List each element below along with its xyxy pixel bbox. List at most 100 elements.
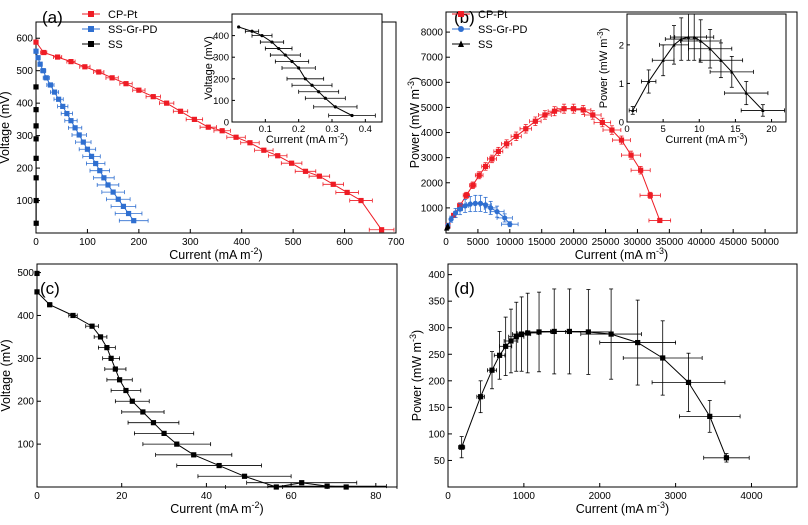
- panel-d-xtick-label: 1000: [513, 491, 536, 502]
- panel-b-point: [599, 119, 605, 126]
- panel-a-point: [56, 96, 62, 102]
- panel-b-point: [502, 215, 508, 221]
- panel-b-inset-point: [708, 46, 712, 51]
- panel-c-point: [140, 409, 146, 415]
- panel-b-point: [445, 222, 451, 229]
- panel-b-inset-xtick-label: 15: [730, 124, 741, 135]
- panel-a-point: [80, 139, 86, 145]
- panel-a-point: [68, 59, 74, 65]
- panel-a-ytick-label: 500: [16, 66, 33, 77]
- panel-c-xtick-label: 80: [370, 491, 382, 502]
- panel-b-inset-point: [631, 108, 635, 113]
- panel-b-inset-xtick-label: 0: [624, 124, 629, 135]
- panel-b-xtick-label: 35000: [655, 237, 683, 248]
- panel-b-point: [482, 163, 489, 170]
- legend-entry-SS-Gr-PD: SS-Gr-PD: [108, 24, 158, 36]
- panel-a-ytick-label: 600: [16, 34, 33, 45]
- panel-b-inset-point: [647, 79, 651, 84]
- panel-a-inset-ylabel: Voltage (mV): [203, 36, 215, 100]
- panel-a-point: [275, 153, 281, 159]
- panel-a-point: [358, 197, 364, 204]
- panel-a-point: [105, 182, 111, 188]
- panel-c-point: [89, 323, 95, 329]
- panel-a-ytick-label: 300: [16, 131, 33, 142]
- panel-a-inset-point: [270, 40, 274, 44]
- panel-a-point: [33, 220, 39, 226]
- panel-b-inset-series-SS: [628, 13, 785, 117]
- panel-c-point: [161, 430, 167, 436]
- panel-a-series-CP-Pt: [33, 39, 395, 233]
- panel-a-point: [33, 197, 39, 204]
- panel-b-xtick-label: 50000: [751, 237, 779, 248]
- panel-a-xtick-label: 500: [285, 237, 302, 248]
- panel-a-point: [84, 146, 91, 152]
- panel-a-xtick-label: 200: [131, 237, 148, 248]
- panel-a-point: [120, 203, 127, 209]
- panel-a-point: [219, 128, 225, 134]
- panel-a-point: [33, 107, 39, 113]
- panel-a-point: [96, 69, 102, 75]
- panel-b-point: [571, 106, 577, 112]
- panel-b-inset-point: [744, 90, 748, 95]
- panel-a-inset-point: [297, 66, 301, 70]
- panel-b-ytick-label: 6000: [421, 78, 444, 89]
- panel-a-inset-ytick-label: 300: [213, 53, 229, 64]
- panel-d-ytick-label: 350: [428, 297, 445, 308]
- panel-a-ytick-label: 400: [16, 99, 33, 110]
- panel-d-point: [707, 413, 713, 419]
- panel-a-point: [33, 48, 39, 54]
- panel-a-point: [68, 118, 74, 124]
- panel-a-inset-xtick-label: 0.1: [259, 124, 272, 135]
- panel-a-inset-series-SS: [237, 25, 376, 118]
- panel-c-point: [343, 484, 349, 490]
- panel-b-ytick-label: 1000: [421, 203, 444, 214]
- panel-c-point: [70, 312, 76, 319]
- panel-c-point: [324, 483, 330, 489]
- panel-d-frame: [447, 263, 798, 488]
- panel-a-point: [33, 123, 39, 129]
- panel-b-point: [647, 192, 653, 198]
- panel-a-inset-xtick-label: 0.2: [292, 124, 305, 135]
- panel-d-point: [496, 352, 503, 358]
- panel-b-point: [551, 108, 558, 114]
- panel-d-point: [508, 338, 514, 344]
- panel-b-ytick-label: 7000: [421, 53, 444, 64]
- panel-b-point: [580, 107, 586, 113]
- panel-b-inset-xtick-label: 5: [660, 124, 665, 135]
- panel-a-point: [115, 196, 121, 202]
- panel-a-xtick-label: 400: [233, 237, 250, 248]
- panel-a-point: [55, 54, 61, 60]
- panel-a-xtick-label: 300: [182, 237, 199, 248]
- legend-swatch-marker: [458, 26, 464, 32]
- panel-b-inset-ylabel: Power (mW m-3): [596, 28, 611, 108]
- panel-a-point: [33, 155, 39, 161]
- panel-a-inset-point: [283, 53, 287, 57]
- panel-d-xtick-label: 4000: [740, 491, 763, 502]
- panel-d-point: [518, 331, 525, 337]
- panel-a-inset-point: [260, 34, 264, 38]
- panel-a-point: [76, 132, 82, 138]
- panel-d: 0 1000 2000 3000 4000 50 100 150 200 250 300 350 400…: [408, 263, 798, 516]
- panel-b-point: [504, 141, 510, 147]
- panel-a-point: [37, 61, 43, 67]
- panel-a-inset-ytick-label: 0: [224, 118, 229, 129]
- panel-b-point: [476, 172, 482, 178]
- panel-b-inset-ytick-label: 2: [619, 40, 624, 51]
- panel-a-xtick-label: 100: [79, 237, 96, 248]
- panel-b-inset-ytick-label: 0: [619, 118, 624, 129]
- panel-b-point: [561, 106, 567, 112]
- panel-a-inset-ytick-label: 400: [213, 31, 229, 42]
- panel-b-inset-point: [672, 42, 676, 47]
- panel-c: 0 20 40 60 80 100 200 300 400 500 Current (mA m-2)…: [0, 263, 398, 516]
- panel-a-point: [247, 140, 253, 146]
- panel-b-inset-point: [692, 34, 696, 39]
- panel-b-point: [457, 206, 463, 212]
- panel-d-xtick-label: 2000: [589, 491, 612, 502]
- panel-d-ytick-label: 50: [434, 456, 446, 467]
- legend-entry-CP-Pt: CP-Pt: [108, 9, 137, 21]
- panel-c-xtick-label: 40: [201, 491, 213, 502]
- panel-a: 0 100 200 300 400 500 600 700 100 200 300 400 500 600…: [0, 8, 405, 262]
- panel-b-point: [628, 152, 634, 158]
- panel-b-point: [523, 126, 529, 132]
- panel-a-inset: 0.1 0.2 0.3 0.4 0 100 200 300 400 Current (mA m-2…: [203, 13, 383, 146]
